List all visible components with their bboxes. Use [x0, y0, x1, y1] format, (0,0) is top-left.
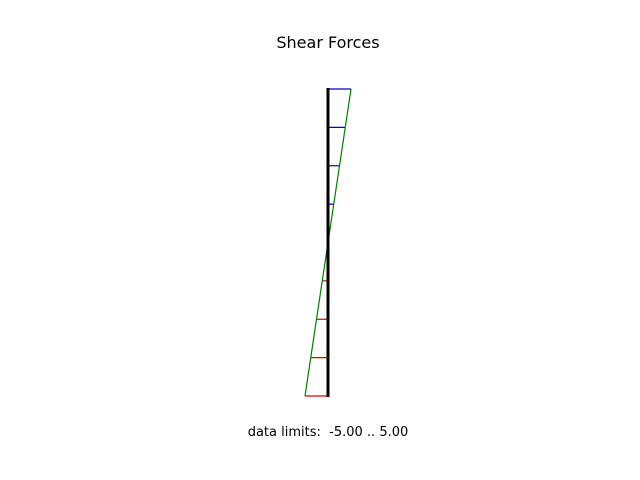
data-limits-label: data limits: — [247, 425, 321, 440]
data-limits-max: 5.00 — [379, 425, 409, 440]
diagram-title: Shear Forces — [276, 33, 380, 52]
shear-ticks — [305, 88, 351, 397]
data-limits-separator: .. — [366, 425, 376, 440]
data-limits-min: -5.00 — [329, 425, 363, 440]
data-limits: data limits: -5.00 .. 5.00 — [0, 425, 640, 440]
